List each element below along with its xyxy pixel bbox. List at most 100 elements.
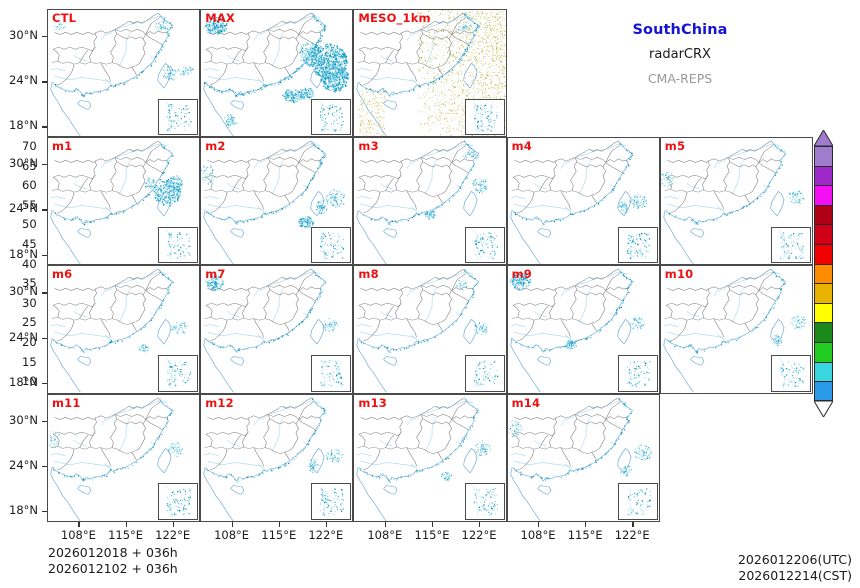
map-graphic	[509, 269, 645, 393]
map-panel-m8[interactable]: m8	[353, 265, 507, 394]
inset-panel-south-china-sea	[311, 354, 352, 392]
map-panel-m10[interactable]: m10	[659, 265, 813, 394]
map-panel-m1[interactable]: m1	[47, 137, 201, 266]
colorbar-tick-label: 60	[22, 178, 37, 193]
variable-title: radarCRX	[649, 47, 711, 62]
x-axis-tick-mark	[278, 521, 281, 527]
y-axis-tick-mark	[42, 254, 47, 256]
inset-map-graphic	[472, 357, 498, 389]
x-axis-tick-label: 122°E	[614, 527, 650, 542]
colorbar-band	[814, 224, 833, 244]
map-graphic	[356, 269, 490, 393]
inset-panel-south-china-sea	[770, 354, 811, 392]
inset-panel-south-china-sea	[617, 226, 658, 264]
inset-panel-south-china-sea	[311, 98, 352, 136]
footer-init-time-1: 2026012018 + 036h	[48, 545, 178, 560]
panel-label: m14	[511, 395, 541, 410]
inset-map-graphic	[165, 100, 192, 133]
inset-panel-south-china-sea	[311, 226, 352, 264]
map-panel-m4[interactable]: m4	[506, 137, 660, 266]
inset-map-graphic	[472, 485, 498, 517]
inset-map-graphic	[319, 229, 345, 261]
region-title: SouthChina	[632, 22, 728, 38]
map-panel-m7[interactable]: m7	[200, 265, 354, 394]
y-axis-tick-label: 24°N	[9, 329, 38, 344]
colorbar-band	[814, 341, 833, 362]
inset-panel-south-china-sea	[617, 354, 658, 392]
map-panel-ctl[interactable]: CTL	[47, 9, 201, 138]
model-title: CMA-REPS	[647, 71, 713, 86]
map-graphic	[50, 12, 194, 137]
panel-label: m11	[52, 395, 81, 410]
y-axis-tick-label: 24°N	[9, 457, 38, 472]
map-panel-m12[interactable]: m12	[200, 393, 354, 522]
panel-label: m1	[52, 139, 73, 154]
x-axis-tick-mark	[479, 521, 481, 527]
panel-label: m8	[358, 267, 379, 282]
y-axis-tick-mark	[42, 465, 47, 468]
map-panel-m9[interactable]: m9	[506, 265, 660, 394]
colorbar-band	[814, 243, 833, 264]
y-axis-tick-label: 30°N	[9, 27, 38, 42]
y-axis-tick-mark	[42, 209, 47, 211]
x-axis-tick-label: 108°E	[367, 527, 403, 542]
colorbar-band	[814, 185, 833, 205]
inset-panel-south-china-sea	[770, 226, 811, 264]
x-axis-tick-label: 108°E	[60, 527, 96, 542]
inset-map-graphic	[625, 229, 650, 261]
inset-map-graphic	[319, 357, 344, 389]
map-panel-m14[interactable]: m14	[506, 393, 660, 522]
map-panel-m5[interactable]: m5	[659, 137, 813, 266]
map-graphic	[201, 140, 346, 265]
inset-map-graphic	[472, 100, 497, 133]
inset-panel-south-china-sea	[464, 483, 505, 520]
y-axis-tick-mark	[42, 35, 47, 38]
y-axis-tick-label: 18°N	[9, 118, 38, 133]
panel-label: m6	[52, 267, 73, 282]
panel-label: m7	[205, 267, 226, 282]
x-axis-tick-mark	[632, 521, 634, 527]
map-panel-max[interactable]: MAX	[200, 9, 354, 138]
colorbar-tick-label: 20	[22, 335, 37, 349]
colorbar-band	[814, 302, 833, 323]
inset-map-graphic	[625, 357, 651, 389]
map-graphic	[507, 397, 652, 521]
colorbar-tick-label: 55	[22, 197, 37, 212]
inset-panel-south-china-sea	[464, 226, 505, 264]
footer-valid-cst: 2026012214(CST)	[738, 568, 852, 583]
panel-label: MAX	[205, 11, 235, 25]
colorbar-band	[814, 146, 833, 166]
y-axis-tick-label: 18°N	[9, 246, 38, 261]
x-axis-tick-mark	[585, 521, 587, 527]
colorbar-tick-label: 15	[22, 354, 37, 369]
map-panel-m2[interactable]: m2	[200, 137, 354, 266]
map-graphic	[356, 140, 488, 265]
inset-map-graphic	[778, 357, 804, 389]
map-panel-m13[interactable]: m13	[353, 393, 507, 522]
inset-map-graphic	[319, 100, 345, 133]
colorbar-tick-label: 35	[22, 276, 37, 291]
colorbar-band	[814, 263, 833, 284]
x-axis-tick-label: 115°E	[261, 527, 297, 542]
inset-panel-south-china-sea	[617, 483, 658, 520]
map-panel-m11[interactable]: m11	[47, 393, 201, 522]
panel-label: m5	[664, 139, 686, 154]
map-panel-meso_1km[interactable]: MESO_1km	[353, 9, 507, 138]
colorbar-tick-label: 10	[22, 374, 37, 389]
colorbar-band	[814, 361, 833, 382]
inset-panel-south-china-sea	[158, 226, 199, 264]
map-panel-m3[interactable]: m3	[353, 137, 507, 266]
inset-panel-south-china-sea	[158, 354, 199, 392]
inset-panel-south-china-sea	[158, 483, 199, 520]
colorbar-band	[814, 283, 833, 303]
x-axis-tick-mark	[231, 521, 233, 527]
inset-panel-south-china-sea	[311, 483, 352, 520]
map-graphic	[203, 269, 338, 393]
colorbar-band	[814, 381, 833, 401]
panel-label: CTL	[52, 11, 77, 25]
y-axis-tick-label: 18°N	[9, 374, 38, 389]
colorbar-bands	[814, 146, 833, 401]
map-panel-m6[interactable]: m6	[47, 265, 201, 394]
panel-label: m13	[358, 395, 387, 410]
colorbar-band	[814, 322, 833, 342]
